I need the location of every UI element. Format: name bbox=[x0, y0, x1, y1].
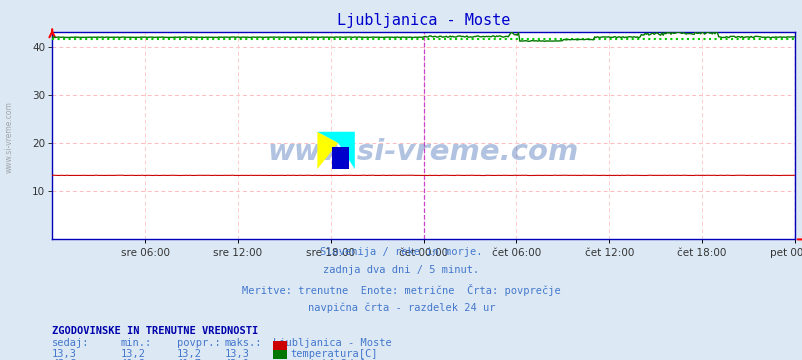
Text: ZGODOVINSKE IN TRENUTNE VREDNOSTI: ZGODOVINSKE IN TRENUTNE VREDNOSTI bbox=[52, 326, 258, 336]
Text: 13,3: 13,3 bbox=[225, 349, 249, 359]
Text: www.si-vreme.com: www.si-vreme.com bbox=[5, 101, 14, 173]
Text: 40,8: 40,8 bbox=[120, 359, 145, 360]
Text: 13,3: 13,3 bbox=[52, 349, 77, 359]
Text: zadnja dva dni / 5 minut.: zadnja dva dni / 5 minut. bbox=[323, 265, 479, 275]
Text: 42,3: 42,3 bbox=[52, 359, 77, 360]
Text: temperatura[C]: temperatura[C] bbox=[290, 349, 378, 359]
Polygon shape bbox=[317, 132, 354, 169]
Polygon shape bbox=[331, 147, 348, 169]
Text: Slovenija / reke in morje.: Slovenija / reke in morje. bbox=[320, 247, 482, 257]
Text: Meritve: trenutne  Enote: metrične  Črta: povprečje: Meritve: trenutne Enote: metrične Črta: … bbox=[242, 284, 560, 296]
Text: povpr.:: povpr.: bbox=[176, 338, 220, 348]
Text: navpična črta - razdelek 24 ur: navpična črta - razdelek 24 ur bbox=[307, 303, 495, 313]
Text: www.si-vreme.com: www.si-vreme.com bbox=[268, 139, 578, 166]
Text: 43,0: 43,0 bbox=[225, 359, 249, 360]
Title: Ljubljanica - Moste: Ljubljanica - Moste bbox=[337, 13, 509, 28]
Text: 13,2: 13,2 bbox=[120, 349, 145, 359]
Polygon shape bbox=[317, 132, 338, 169]
Text: Ljubljanica - Moste: Ljubljanica - Moste bbox=[273, 338, 391, 348]
Text: 41,7: 41,7 bbox=[176, 359, 201, 360]
Text: pretok[m3/s]: pretok[m3/s] bbox=[290, 359, 365, 360]
Text: sedaj:: sedaj: bbox=[52, 338, 90, 348]
Text: 13,2: 13,2 bbox=[176, 349, 201, 359]
Text: maks.:: maks.: bbox=[225, 338, 262, 348]
Text: min.:: min.: bbox=[120, 338, 152, 348]
